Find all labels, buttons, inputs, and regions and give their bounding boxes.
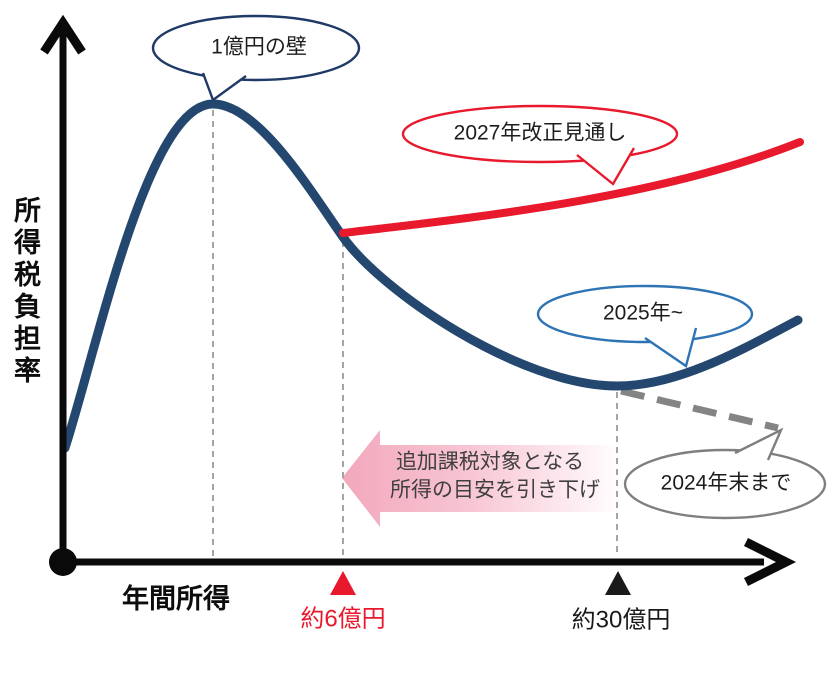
callout-2027-revision-shape: [401, 104, 679, 186]
arrow-note-line1: 追加課税対象となる: [395, 450, 585, 474]
callout-2027-revision-text: 2027年改正見通し: [453, 121, 627, 145]
x-axis-label: 年間所得: [122, 583, 230, 614]
origin-dot: [49, 548, 77, 576]
arrow-note-line2: 所得の目安を引き下げ: [390, 478, 600, 502]
callout-until-2024-shape: [623, 427, 827, 520]
y-axis-label: 所得税負担率: [10, 196, 40, 388]
lower-threshold-arrow: [342, 430, 622, 527]
callout-1oku-wall-shape: [151, 14, 361, 102]
x-tick-label-30oku: 約30億円: [571, 606, 671, 634]
callout-until-2024-text: 2024年末まで: [660, 471, 792, 495]
callout-2025-text: 2025年~: [603, 301, 683, 325]
marker-30oku-triangle-icon: [605, 571, 631, 595]
callout-1oku-wall-text: 1億円の壁: [211, 35, 307, 59]
callout-2025-shape: [536, 284, 754, 368]
curve-until-2024-dashed: [620, 387, 779, 432]
x-tick-label-6oku: 約6億円: [300, 605, 386, 633]
curve-current-2025: [60, 99, 803, 453]
y-axis-arrowhead-icon: [40, 14, 86, 55]
curve-revision-2027: [339, 138, 804, 237]
x-axis-arrowhead-icon: [743, 537, 797, 587]
marker-6oku-triangle-icon: [330, 571, 356, 595]
